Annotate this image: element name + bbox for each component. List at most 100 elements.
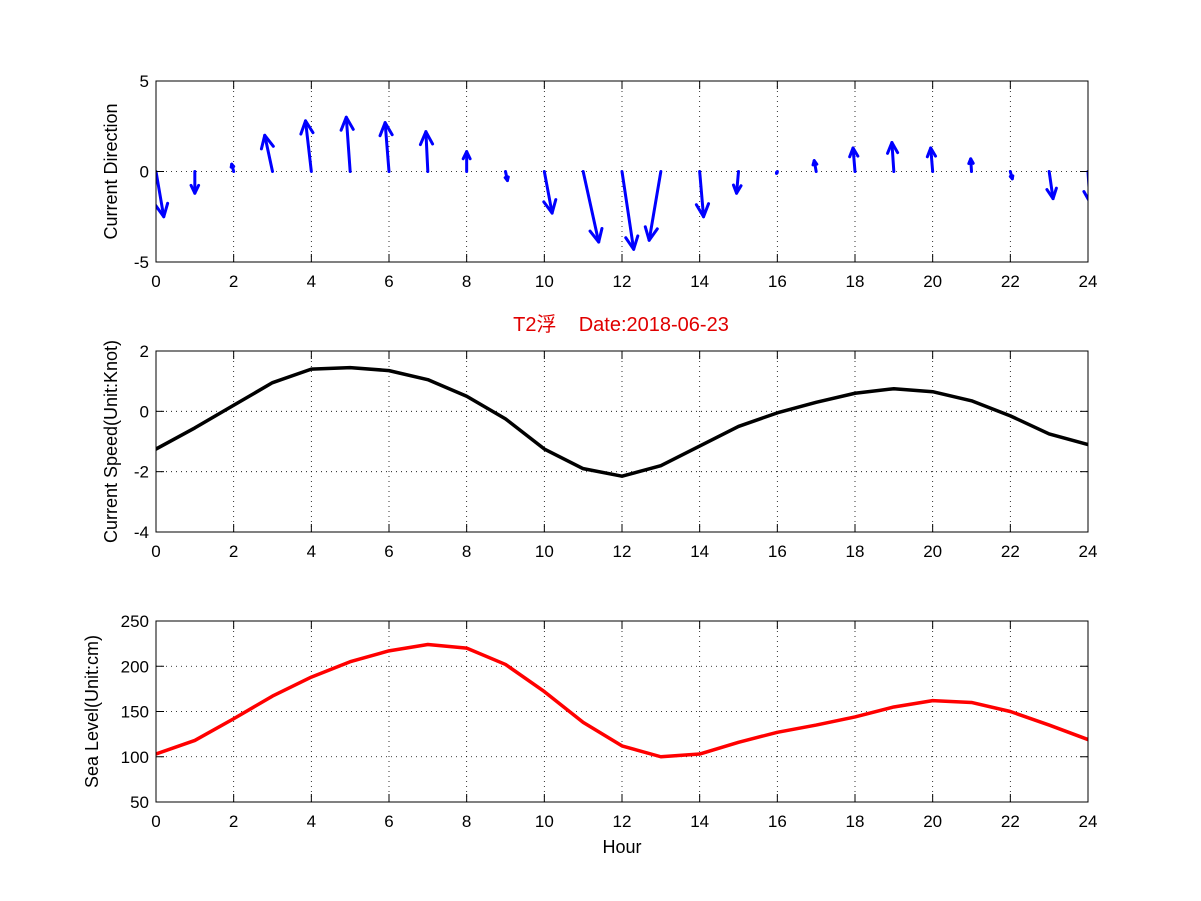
y-tick-label: 50	[130, 793, 149, 812]
x-tick-label: 22	[1001, 812, 1020, 831]
x-tick-label: 12	[613, 272, 632, 291]
direction-arrow	[229, 162, 236, 173]
y-tick-label: -4	[134, 523, 149, 542]
arrow-shaft	[344, 115, 352, 173]
sealevel-y-axis-label: Sea Level(Unit:cm)	[82, 635, 102, 788]
arrow-shaft	[620, 170, 636, 251]
x-tick-label: 8	[462, 812, 471, 831]
arrow-shaft	[263, 133, 274, 173]
sealevel-x-axis-label: Hour	[602, 837, 641, 857]
x-tick-label: 20	[923, 272, 942, 291]
y-tick-label: -2	[134, 463, 149, 482]
x-tick-label: 6	[384, 542, 393, 561]
arrow-shaft	[890, 141, 896, 173]
x-tick-label: 22	[1001, 542, 1020, 561]
arrow-head	[624, 234, 640, 251]
arrow-head	[1008, 174, 1015, 181]
arrow-head	[156, 201, 170, 219]
x-tick-label: 4	[307, 812, 316, 831]
y-tick-label: 0	[140, 402, 149, 421]
arrow-head	[418, 130, 435, 147]
y-tick-label: 0	[140, 163, 149, 182]
direction-arrow	[731, 170, 743, 195]
arrow-shaft	[581, 170, 601, 244]
speed-panel	[156, 351, 1088, 532]
arrow-head	[848, 146, 860, 159]
arrow-shaft	[542, 170, 554, 215]
speed-series-line	[156, 365, 1088, 478]
x-tick-label: 10	[535, 542, 554, 561]
x-tick-label: 16	[768, 272, 787, 291]
direction-arrow	[1008, 170, 1015, 181]
y-tick-label: 250	[121, 612, 149, 631]
arrow-head	[229, 162, 236, 169]
arrow-shaft	[929, 146, 935, 173]
arrow-head	[775, 171, 779, 175]
sea-level-panel	[156, 621, 1088, 802]
figure-title: T2浮 Date:2018-06-23	[513, 313, 729, 336]
x-tick-label: 24	[1079, 272, 1098, 291]
direction-arrow	[461, 150, 472, 173]
y-tick-label: 2	[140, 342, 149, 361]
direction-arrow	[811, 159, 819, 173]
arrow-head	[378, 121, 394, 138]
direction-arrow	[418, 130, 435, 173]
x-tick-label: 18	[846, 812, 865, 831]
arrow-shaft	[424, 130, 430, 173]
x-tick-label: 10	[535, 812, 554, 831]
direction-panel	[156, 81, 1088, 262]
x-tick-label: 12	[613, 812, 632, 831]
x-tick-label: 8	[462, 272, 471, 291]
y-tick-label: 200	[121, 657, 149, 676]
arrow-head	[588, 226, 604, 244]
direction-arrow	[925, 146, 938, 173]
x-tick-label: 18	[846, 272, 865, 291]
arrow-head	[886, 141, 900, 155]
direction-arrow	[299, 119, 315, 173]
x-tick-label: 22	[1001, 272, 1020, 291]
x-tick-label: 8	[462, 542, 471, 561]
arrow-head	[542, 198, 558, 215]
arrow-shaft	[735, 170, 740, 195]
x-tick-label: 0	[151, 542, 160, 561]
arrow-shaft	[156, 170, 166, 219]
x-tick-label: 6	[384, 272, 393, 291]
x-tick-label: 6	[384, 812, 393, 831]
x-tick-label: 24	[1079, 812, 1098, 831]
arrow-head	[189, 183, 201, 195]
direction-arrow	[694, 170, 711, 219]
speed-y-axis-label: Current Speed(Unit:Knot)	[101, 340, 121, 543]
arrow-shaft	[304, 119, 313, 173]
arrow-head	[694, 202, 711, 219]
x-tick-label: 2	[229, 542, 238, 561]
direction-arrow	[542, 170, 558, 215]
arrow-head	[1045, 186, 1058, 201]
x-tick-label: 20	[923, 812, 942, 831]
x-tick-label: 16	[768, 812, 787, 831]
x-tick-label: 2	[229, 812, 238, 831]
x-tick-label: 18	[846, 542, 865, 561]
x-tick-label: 4	[307, 542, 316, 561]
arrow-head	[811, 159, 819, 167]
arrow-shaft	[383, 121, 391, 173]
y-tick-label: 100	[121, 748, 149, 767]
arrow-head	[925, 146, 938, 159]
arrow-head	[731, 183, 743, 195]
direction-arrow	[581, 170, 604, 244]
x-tick-label: 16	[768, 542, 787, 561]
x-tick-label: 14	[690, 812, 709, 831]
direction-arrow	[1082, 170, 1088, 202]
direction-arrow	[643, 170, 663, 242]
arrow-head	[643, 225, 659, 242]
x-tick-label: 10	[535, 272, 554, 291]
arrow-shaft	[1047, 170, 1055, 201]
arrow-head	[1082, 190, 1088, 202]
arrow-head	[967, 157, 975, 166]
direction-y-axis-label: Current Direction	[101, 103, 121, 239]
x-tick-label: 14	[690, 542, 709, 561]
direction-arrow	[259, 133, 275, 173]
direction-arrow	[886, 141, 900, 173]
arrow-shaft	[647, 170, 663, 242]
arrow-head	[299, 119, 315, 136]
